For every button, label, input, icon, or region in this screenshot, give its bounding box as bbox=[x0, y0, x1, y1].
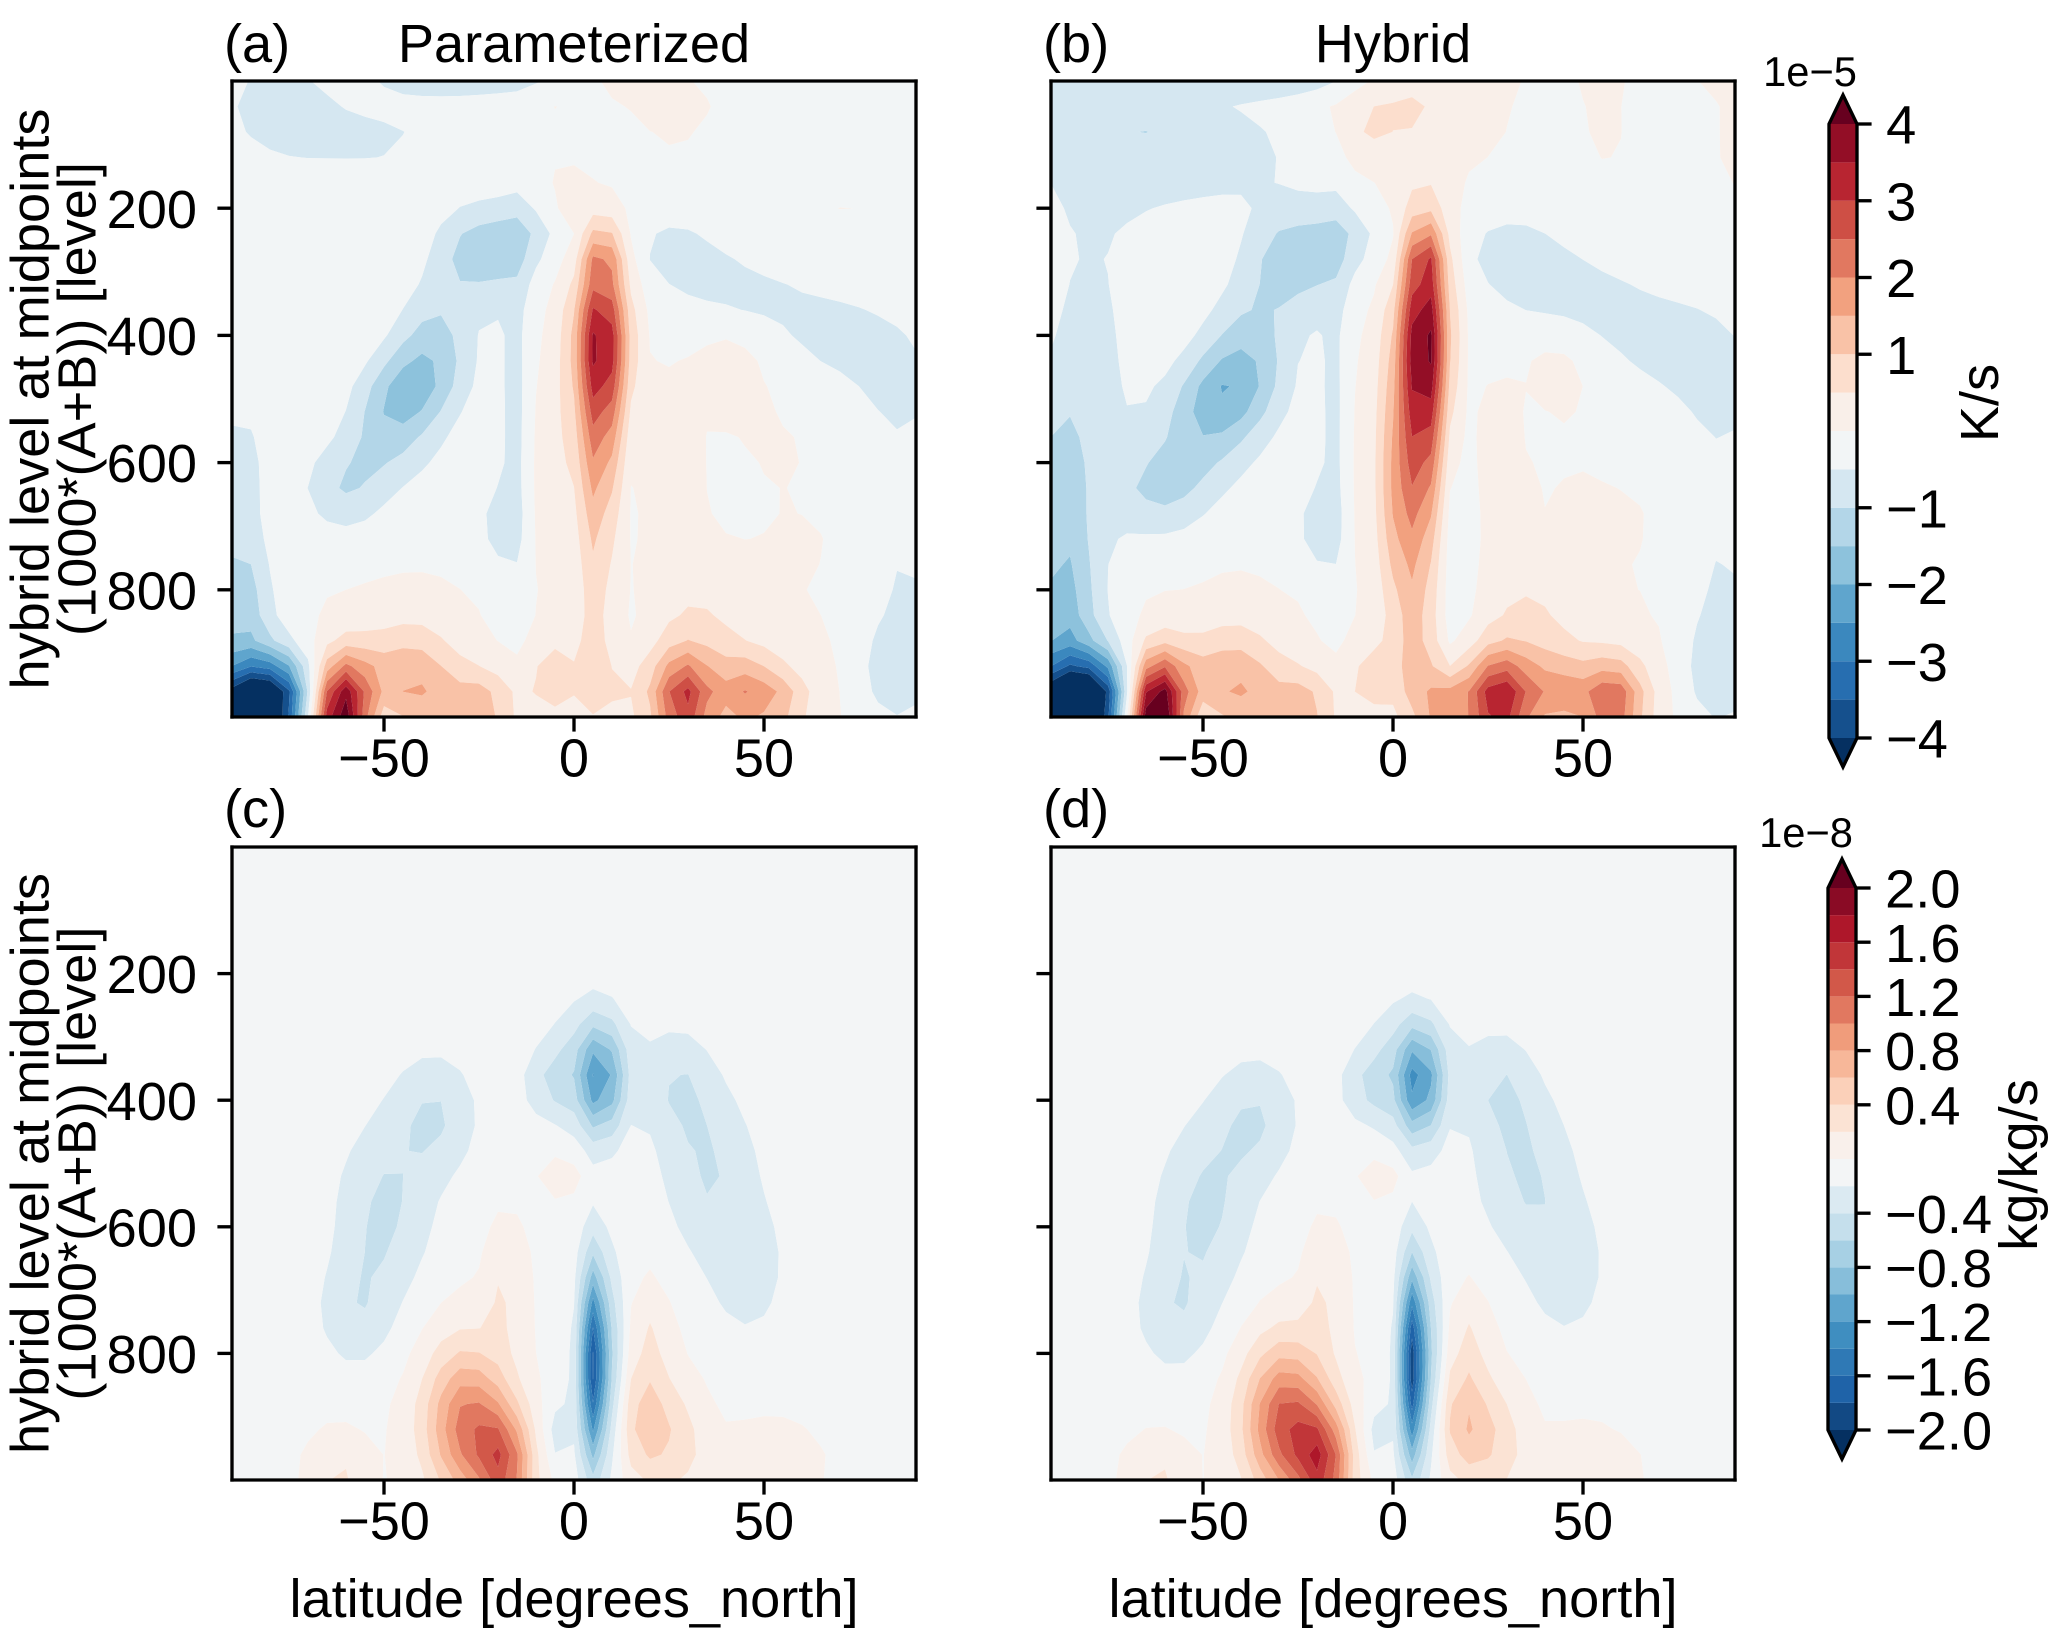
svg-text:400: 400 bbox=[107, 1072, 197, 1132]
svg-text:0: 0 bbox=[559, 728, 589, 788]
svg-text:2.0: 2.0 bbox=[1885, 860, 1960, 920]
svg-text:−0.8: −0.8 bbox=[1885, 1239, 1992, 1299]
svg-text:800: 800 bbox=[107, 561, 197, 621]
svg-text:200: 200 bbox=[107, 945, 197, 1005]
svg-text:0: 0 bbox=[1378, 1491, 1408, 1551]
svg-text:(a): (a) bbox=[224, 14, 290, 74]
svg-text:(1000*(A+B)) [level]: (1000*(A+B)) [level] bbox=[47, 926, 107, 1400]
svg-text:600: 600 bbox=[107, 434, 197, 494]
svg-text:−2.0: −2.0 bbox=[1885, 1402, 1992, 1462]
svg-text:−50: −50 bbox=[338, 728, 430, 788]
svg-text:50: 50 bbox=[1553, 1491, 1613, 1551]
svg-text:1.6: 1.6 bbox=[1885, 914, 1960, 974]
svg-text:3: 3 bbox=[1886, 172, 1916, 232]
svg-text:Parameterized: Parameterized bbox=[398, 14, 750, 74]
svg-text:0.4: 0.4 bbox=[1885, 1076, 1960, 1136]
svg-text:hybrid level at midpoints: hybrid level at midpoints bbox=[1, 873, 61, 1454]
svg-text:4: 4 bbox=[1886, 96, 1916, 156]
svg-text:2: 2 bbox=[1886, 249, 1916, 309]
svg-text:−1: −1 bbox=[1886, 479, 1948, 539]
svg-text:−50: −50 bbox=[338, 1491, 430, 1551]
svg-text:1e−8: 1e−8 bbox=[1759, 809, 1853, 856]
svg-text:(b): (b) bbox=[1043, 14, 1109, 74]
svg-text:400: 400 bbox=[107, 307, 197, 367]
svg-text:0: 0 bbox=[559, 1491, 589, 1551]
svg-text:50: 50 bbox=[734, 1491, 794, 1551]
svg-text:1e−5: 1e−5 bbox=[1763, 48, 1857, 95]
svg-text:200: 200 bbox=[107, 180, 197, 240]
svg-text:−4: −4 bbox=[1886, 710, 1948, 770]
svg-text:0: 0 bbox=[1378, 728, 1408, 788]
svg-text:latitude [degrees_north]: latitude [degrees_north] bbox=[1108, 1569, 1677, 1628]
svg-text:−2: −2 bbox=[1886, 556, 1948, 616]
svg-text:50: 50 bbox=[734, 728, 794, 788]
svg-text:−50: −50 bbox=[1157, 1491, 1249, 1551]
svg-text:1: 1 bbox=[1886, 326, 1916, 386]
svg-text:kg/kg/s: kg/kg/s bbox=[1989, 1079, 2049, 1251]
svg-text:−0.4: −0.4 bbox=[1885, 1185, 1992, 1245]
svg-text:600: 600 bbox=[107, 1198, 197, 1258]
svg-text:hybrid level at midpoints: hybrid level at midpoints bbox=[1, 109, 61, 690]
svg-text:−3: −3 bbox=[1886, 633, 1948, 693]
svg-text:−1.6: −1.6 bbox=[1885, 1347, 1992, 1407]
svg-text:(d): (d) bbox=[1043, 779, 1109, 839]
svg-text:50: 50 bbox=[1553, 728, 1613, 788]
svg-text:latitude [degrees_north]: latitude [degrees_north] bbox=[289, 1569, 858, 1628]
svg-text:0.8: 0.8 bbox=[1885, 1022, 1960, 1082]
svg-text:(c): (c) bbox=[224, 779, 287, 839]
svg-text:−50: −50 bbox=[1157, 728, 1249, 788]
svg-text:1.2: 1.2 bbox=[1885, 968, 1960, 1028]
svg-text:800: 800 bbox=[107, 1325, 197, 1385]
svg-text:Hybrid: Hybrid bbox=[1315, 14, 1471, 74]
svg-text:−1.2: −1.2 bbox=[1885, 1293, 1992, 1353]
svg-text:(1000*(A+B)) [level]: (1000*(A+B)) [level] bbox=[47, 162, 107, 636]
svg-text:K/s: K/s bbox=[1950, 364, 2010, 442]
